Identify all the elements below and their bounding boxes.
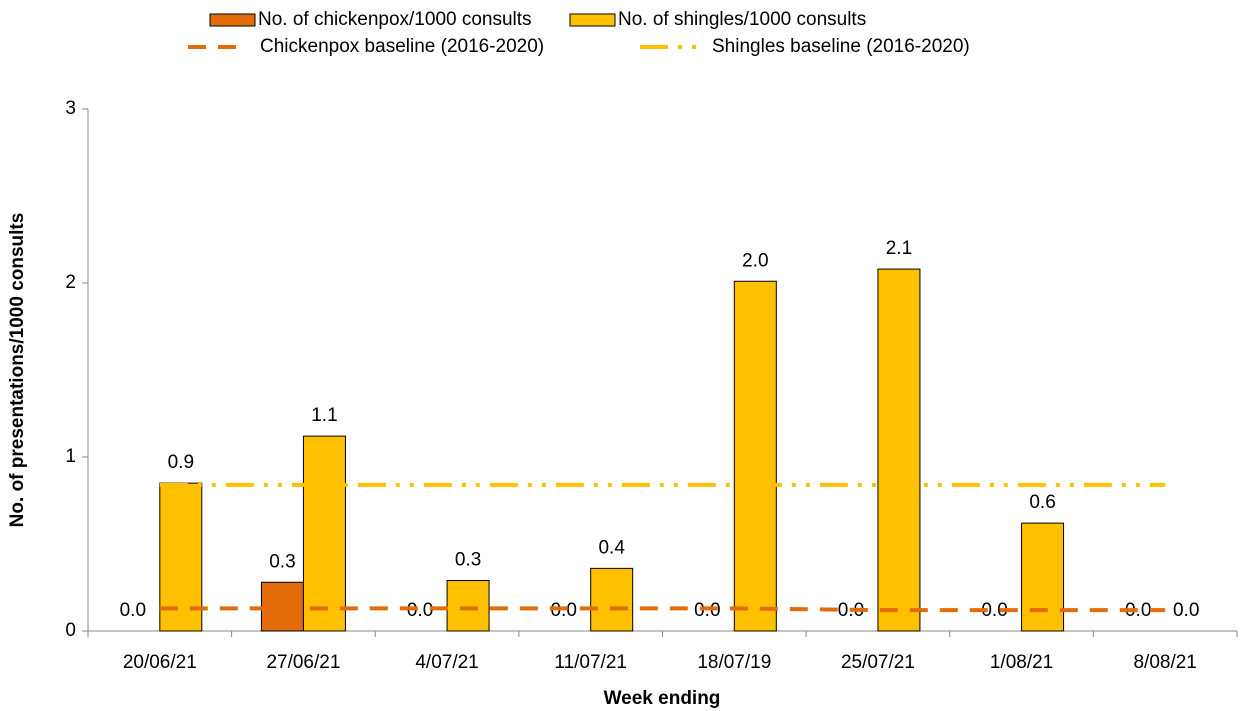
x-tick-label: 8/08/21 [1133,652,1196,673]
value-label: 0.0 [981,600,1007,621]
legend-swatch [569,13,616,27]
y-axis-title: No. of presentations/1000 consults [7,213,28,528]
value-label: 0.0 [694,600,720,621]
value-label: 0.3 [455,550,481,571]
bar [877,268,921,632]
value-label: 0.3 [269,551,295,572]
value-label: 2.1 [886,238,912,259]
value-label: 0.0 [407,600,433,621]
x-tick-label: 4/07/21 [415,652,478,673]
y-tick-label: 0 [65,620,76,641]
x-tick-label: 18/07/19 [697,652,771,673]
x-axis-title: Week ending [604,688,721,709]
bar [446,580,490,632]
value-label: 0.9 [168,452,194,473]
x-tick-label: 1/08/21 [990,652,1053,673]
legend-label: Chickenpox baseline (2016-2020) [260,36,544,57]
baseline-line [159,606,1166,613]
value-label: 0.0 [1173,600,1199,621]
bar [733,280,777,632]
value-label: 2.0 [742,250,768,271]
legend-swatch [209,13,256,27]
legend-label: No. of chickenpox/1000 consults [258,9,532,30]
legend-label: Shingles baseline (2016-2020) [712,36,970,57]
value-label: 0.6 [1029,492,1055,513]
value-label: 0.4 [598,537,625,558]
value-label: 0.0 [1125,600,1151,621]
x-tick-label: 27/06/21 [266,652,340,673]
y-tick-label: 1 [65,446,76,467]
x-tick-label: 11/07/21 [554,652,627,673]
x-tick-label: 20/06/21 [123,652,197,673]
bar [1021,522,1065,632]
y-tick-label: 3 [65,98,76,119]
y-tick-label: 2 [65,272,76,293]
value-label: 1.1 [311,405,337,426]
value-label: 0.0 [550,600,576,621]
bar [590,567,634,632]
bar [302,435,346,632]
x-tick-label: 25/07/21 [841,652,915,673]
legend-label: No. of shingles/1000 consults [618,9,866,30]
value-label: 0.0 [120,600,146,621]
